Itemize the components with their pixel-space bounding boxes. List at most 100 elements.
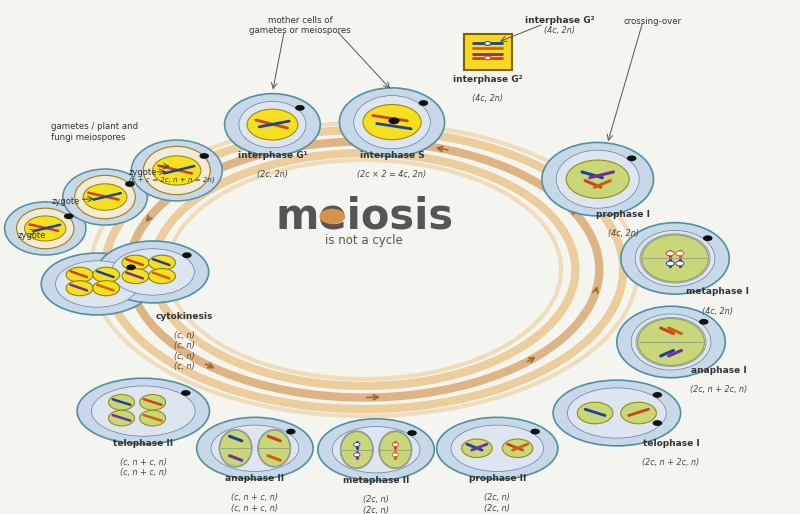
Ellipse shape (111, 249, 194, 295)
Ellipse shape (542, 142, 654, 216)
Text: (4c, 2n): (4c, 2n) (608, 229, 638, 238)
Ellipse shape (636, 317, 706, 366)
Text: zygote: zygote (129, 169, 158, 177)
Circle shape (153, 156, 201, 185)
Ellipse shape (239, 101, 306, 148)
Ellipse shape (219, 429, 252, 467)
Text: mother cells of
gametes or meiospores: mother cells of gametes or meiospores (250, 16, 351, 35)
Ellipse shape (556, 150, 639, 208)
Ellipse shape (66, 281, 93, 296)
Text: prophase I: prophase I (596, 210, 650, 219)
Ellipse shape (318, 419, 434, 481)
Text: (c, n)
(c, n)
(c, n)
(c, n): (c, n) (c, n) (c, n) (c, n) (174, 331, 195, 371)
Text: metaphase I: metaphase I (686, 287, 749, 297)
Ellipse shape (339, 88, 445, 156)
Ellipse shape (437, 417, 558, 479)
Text: (2c, 2n): (2c, 2n) (257, 171, 288, 179)
Circle shape (462, 439, 492, 457)
Text: (2c, n + 2c, n): (2c, n + 2c, n) (642, 458, 700, 467)
Text: cytokinesis: cytokinesis (156, 311, 214, 321)
Text: is not a cycle: is not a cycle (326, 234, 403, 247)
Circle shape (182, 252, 192, 258)
Circle shape (530, 429, 540, 434)
Circle shape (392, 443, 398, 447)
Circle shape (388, 118, 399, 124)
Text: gametes / plant and
fungi meiospores: gametes / plant and fungi meiospores (51, 122, 138, 141)
Text: (2c × 2 = 4c, 2n): (2c × 2 = 4c, 2n) (358, 171, 426, 179)
Ellipse shape (567, 388, 666, 438)
Circle shape (407, 430, 417, 436)
Circle shape (140, 394, 166, 410)
Ellipse shape (55, 261, 138, 307)
Circle shape (418, 100, 428, 106)
Circle shape (126, 264, 136, 270)
Ellipse shape (332, 427, 420, 473)
Circle shape (666, 251, 674, 256)
Ellipse shape (617, 306, 726, 378)
Ellipse shape (197, 417, 313, 479)
Circle shape (502, 439, 533, 457)
Text: interphase G²: interphase G² (525, 16, 594, 25)
Circle shape (676, 261, 684, 266)
Circle shape (354, 453, 360, 457)
Text: meiosis: meiosis (275, 195, 453, 237)
Circle shape (354, 443, 360, 447)
Ellipse shape (91, 386, 195, 436)
Ellipse shape (77, 378, 210, 444)
Circle shape (485, 56, 491, 60)
Ellipse shape (553, 380, 681, 446)
Circle shape (566, 160, 630, 198)
Ellipse shape (631, 314, 711, 370)
Ellipse shape (451, 425, 543, 471)
Text: zygote: zygote (18, 231, 46, 240)
Text: crossing-over: crossing-over (623, 17, 682, 26)
Circle shape (703, 235, 713, 241)
Text: (2c, n)
(2c, n): (2c, n) (2c, n) (363, 495, 389, 514)
Ellipse shape (143, 146, 210, 195)
Text: anaphase I: anaphase I (691, 366, 746, 375)
Ellipse shape (42, 253, 153, 315)
Ellipse shape (5, 202, 86, 255)
Text: (4c, 2n): (4c, 2n) (544, 26, 575, 34)
Text: anaphase II: anaphase II (226, 474, 285, 483)
Text: (2c, n)
(2c, n): (2c, n) (2c, n) (484, 493, 510, 512)
Circle shape (25, 216, 66, 241)
Circle shape (699, 319, 709, 325)
Ellipse shape (62, 169, 147, 225)
Circle shape (109, 394, 134, 410)
Ellipse shape (211, 425, 298, 471)
Circle shape (125, 181, 134, 187)
Circle shape (83, 184, 127, 210)
Ellipse shape (97, 241, 209, 303)
Text: (c, n + c, n)
(c, n + c, n): (c, n + c, n) (c, n + c, n) (231, 493, 278, 512)
Text: telophase II: telophase II (114, 438, 174, 448)
Circle shape (295, 105, 305, 111)
Circle shape (578, 402, 613, 424)
Ellipse shape (378, 431, 412, 469)
Ellipse shape (225, 94, 320, 156)
Ellipse shape (17, 208, 74, 249)
FancyBboxPatch shape (464, 34, 512, 70)
Ellipse shape (621, 223, 730, 294)
Text: (c, n + c, n)
(c, n + c, n): (c, n + c, n) (c, n + c, n) (120, 458, 166, 478)
Ellipse shape (149, 255, 175, 270)
Circle shape (247, 109, 298, 140)
Circle shape (363, 104, 421, 140)
Text: interphase S: interphase S (360, 151, 425, 160)
Ellipse shape (131, 140, 222, 201)
Ellipse shape (340, 431, 374, 469)
Circle shape (676, 251, 684, 256)
Circle shape (392, 453, 398, 457)
Text: (4c, 2n): (4c, 2n) (702, 307, 733, 316)
Ellipse shape (122, 269, 149, 284)
Ellipse shape (354, 96, 430, 149)
Ellipse shape (149, 269, 175, 284)
Circle shape (653, 392, 662, 398)
Text: (2c, n + 2c, n): (2c, n + 2c, n) (690, 386, 747, 394)
Circle shape (64, 213, 74, 219)
Text: (4c, 2n): (4c, 2n) (472, 94, 503, 103)
Ellipse shape (258, 429, 291, 467)
Text: prophase II: prophase II (469, 474, 526, 483)
Circle shape (181, 390, 190, 396)
Ellipse shape (640, 234, 710, 283)
